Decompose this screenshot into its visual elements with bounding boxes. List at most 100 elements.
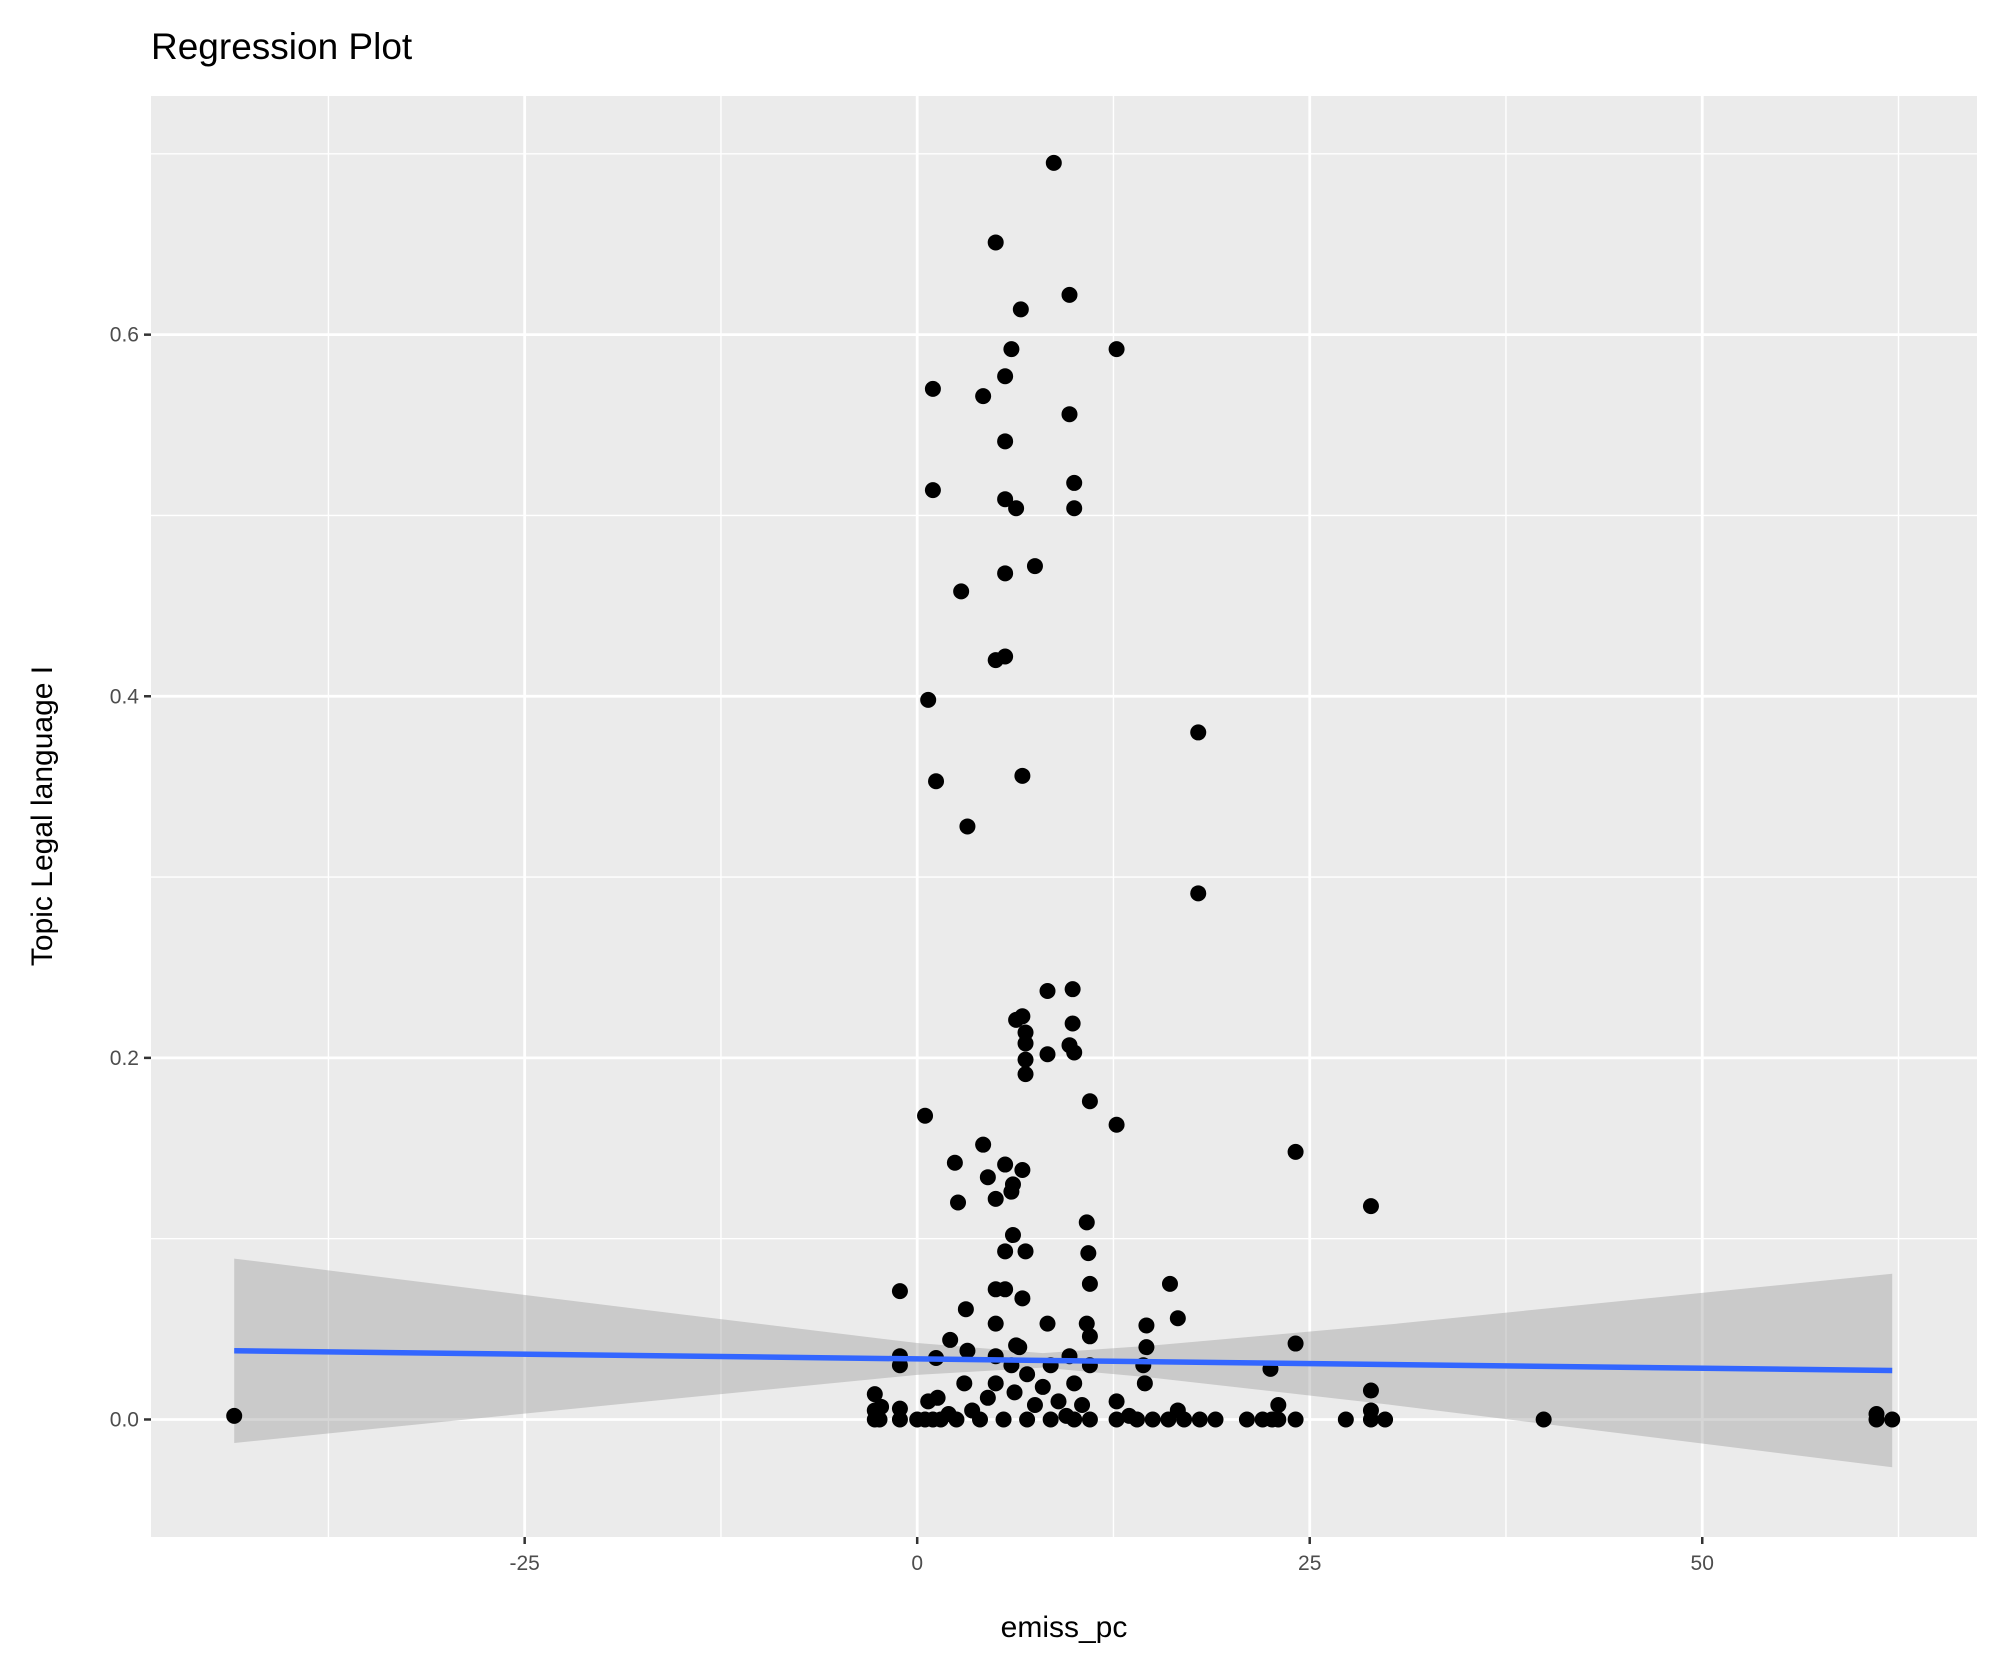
data-point bbox=[1144, 1411, 1161, 1428]
data-point bbox=[1017, 1051, 1034, 1068]
data-point bbox=[1006, 1384, 1023, 1401]
scatter-points bbox=[226, 154, 1901, 1428]
data-point bbox=[1337, 1411, 1354, 1428]
data-point bbox=[1270, 1397, 1287, 1414]
data-point bbox=[1064, 981, 1081, 998]
data-point bbox=[1270, 1411, 1287, 1428]
data-point bbox=[891, 1283, 908, 1300]
data-point bbox=[1868, 1411, 1885, 1428]
data-point bbox=[1004, 1227, 1021, 1244]
data-point bbox=[1026, 1397, 1043, 1414]
data-point bbox=[997, 491, 1014, 508]
data-point bbox=[959, 818, 976, 835]
data-point bbox=[995, 1411, 1012, 1428]
data-point bbox=[1017, 1066, 1034, 1083]
minor-gridlines bbox=[151, 96, 1977, 1537]
x-tick-label: -25 bbox=[509, 1552, 539, 1575]
data-point bbox=[1011, 1339, 1028, 1356]
data-point bbox=[1078, 1214, 1095, 1231]
data-point bbox=[956, 1375, 973, 1392]
data-point bbox=[226, 1407, 243, 1424]
x-tick-label: 25 bbox=[1298, 1552, 1321, 1575]
data-point bbox=[866, 1386, 883, 1403]
y-axis-ticks: 0.0 0.2 0.4 0.6 bbox=[110, 324, 151, 1431]
data-point bbox=[979, 1169, 996, 1186]
data-point bbox=[942, 1331, 959, 1348]
data-point bbox=[975, 1136, 992, 1153]
data-point bbox=[1039, 1315, 1056, 1332]
data-point bbox=[1161, 1275, 1178, 1292]
data-point bbox=[1078, 1315, 1095, 1332]
data-point bbox=[972, 1411, 989, 1428]
x-tick-label: 50 bbox=[1691, 1552, 1714, 1575]
data-point bbox=[920, 691, 937, 708]
data-point bbox=[1362, 1382, 1379, 1399]
data-point bbox=[997, 368, 1014, 385]
data-point bbox=[891, 1411, 908, 1428]
data-point bbox=[1003, 341, 1020, 358]
data-point bbox=[1066, 500, 1083, 517]
data-point bbox=[1362, 1411, 1379, 1428]
data-point bbox=[1191, 1411, 1208, 1428]
data-point bbox=[987, 234, 1004, 251]
data-point bbox=[1108, 1411, 1125, 1428]
data-point bbox=[924, 380, 941, 397]
data-point bbox=[1045, 154, 1062, 171]
data-point bbox=[1287, 1411, 1304, 1428]
data-point bbox=[1884, 1411, 1901, 1428]
y-tick-label: 0.4 bbox=[110, 685, 140, 708]
data-point bbox=[997, 565, 1014, 582]
data-point bbox=[997, 1243, 1014, 1260]
data-point bbox=[975, 388, 992, 405]
data-point bbox=[1066, 1044, 1083, 1061]
data-point bbox=[953, 583, 970, 600]
regression-line bbox=[234, 1348, 1893, 1374]
chart-title: Regression Plot bbox=[151, 26, 413, 67]
data-point bbox=[1138, 1317, 1155, 1334]
data-point bbox=[1042, 1411, 1059, 1428]
data-point bbox=[1019, 1411, 1036, 1428]
y-axis-title: Topic Legal language I bbox=[26, 666, 59, 966]
data-point bbox=[1136, 1375, 1153, 1392]
data-point bbox=[1066, 1411, 1083, 1428]
data-point bbox=[1017, 1035, 1034, 1052]
x-axis-title: emiss_pc bbox=[1001, 1611, 1128, 1644]
data-point bbox=[1026, 558, 1043, 575]
data-point bbox=[1003, 1183, 1020, 1200]
data-point bbox=[1050, 1393, 1067, 1410]
data-point bbox=[1362, 1198, 1379, 1215]
data-point bbox=[873, 1398, 890, 1415]
x-axis-ticks: -25 0 25 50 bbox=[509, 1537, 1714, 1575]
data-point bbox=[1064, 1015, 1081, 1032]
data-point bbox=[1108, 341, 1125, 358]
data-point bbox=[1039, 982, 1056, 999]
data-point bbox=[1287, 1335, 1304, 1352]
data-point bbox=[1061, 406, 1078, 423]
data-point bbox=[929, 1389, 946, 1406]
data-point bbox=[1238, 1411, 1255, 1428]
data-point bbox=[1066, 1375, 1083, 1392]
data-point bbox=[871, 1411, 888, 1428]
y-tick-label: 0.6 bbox=[110, 324, 139, 347]
data-point bbox=[997, 433, 1014, 450]
data-point bbox=[928, 773, 945, 790]
data-point bbox=[1129, 1411, 1146, 1428]
data-point bbox=[987, 1315, 1004, 1332]
data-point bbox=[1176, 1411, 1193, 1428]
data-point bbox=[1081, 1275, 1098, 1292]
data-point bbox=[1014, 1008, 1031, 1025]
data-point bbox=[1535, 1411, 1552, 1428]
data-point bbox=[948, 1411, 965, 1428]
data-point bbox=[950, 1194, 967, 1211]
data-point bbox=[1108, 1393, 1125, 1410]
data-point bbox=[1190, 724, 1207, 741]
data-point bbox=[957, 1301, 974, 1318]
data-point bbox=[997, 648, 1014, 665]
data-point bbox=[1169, 1310, 1186, 1327]
data-point bbox=[987, 1190, 1004, 1207]
data-point bbox=[1014, 1290, 1031, 1307]
data-point bbox=[1014, 1161, 1031, 1178]
y-tick-label: 0.0 bbox=[110, 1408, 139, 1431]
data-point bbox=[1108, 1116, 1125, 1133]
data-point bbox=[1080, 1245, 1097, 1262]
